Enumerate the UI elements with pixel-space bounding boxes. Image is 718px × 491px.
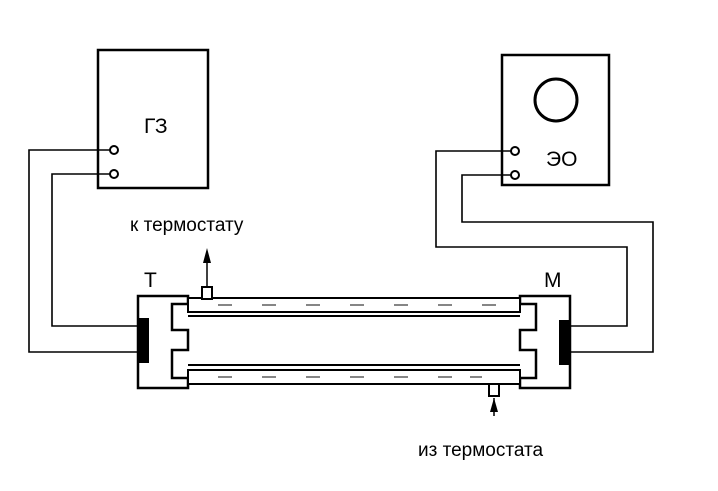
oscilloscope-wire-outer — [435, 150, 628, 327]
outlet-to-thermostat: к термостату — [130, 215, 244, 300]
from-thermostat-label: из термостата — [418, 440, 543, 461]
inlet-from-thermostat: из термостата — [418, 383, 543, 461]
outlet-pipe — [201, 286, 213, 300]
oscilloscope-unit: ЭО — [500, 53, 611, 187]
oscilloscope-label: ЭО — [546, 148, 577, 171]
receiver-end: М — [518, 269, 572, 390]
generator-terminal-bottom — [109, 169, 119, 179]
transmitter-label: Т — [144, 269, 157, 292]
transmitter-crystal — [139, 318, 149, 363]
inlet-arrow-icon — [490, 398, 498, 412]
oscilloscope-terminal-bottom — [510, 170, 520, 180]
generator-wire-outer — [28, 149, 138, 353]
lower-tube — [187, 364, 521, 385]
generator-box — [96, 48, 210, 190]
generator-wires — [28, 149, 138, 353]
oscilloscope-screen-icon — [533, 77, 579, 123]
oscilloscope-wire-inner — [461, 174, 654, 353]
generator-wire-inner — [51, 173, 138, 327]
to-thermostat-label: к термостату — [130, 215, 244, 236]
outlet-arrow-icon — [203, 248, 211, 263]
generator-terminal-top — [109, 145, 119, 155]
generator-label: ГЗ — [144, 115, 168, 138]
receiver-label: М — [544, 269, 562, 292]
transmitter-end: Т — [136, 269, 190, 390]
upper-tube — [187, 297, 521, 317]
generator-unit: ГЗ — [96, 48, 210, 190]
inlet-pipe — [488, 383, 500, 397]
oscilloscope-terminal-top — [510, 146, 520, 156]
receiver-crystal — [559, 320, 569, 365]
oscilloscope-wires — [435, 150, 654, 353]
